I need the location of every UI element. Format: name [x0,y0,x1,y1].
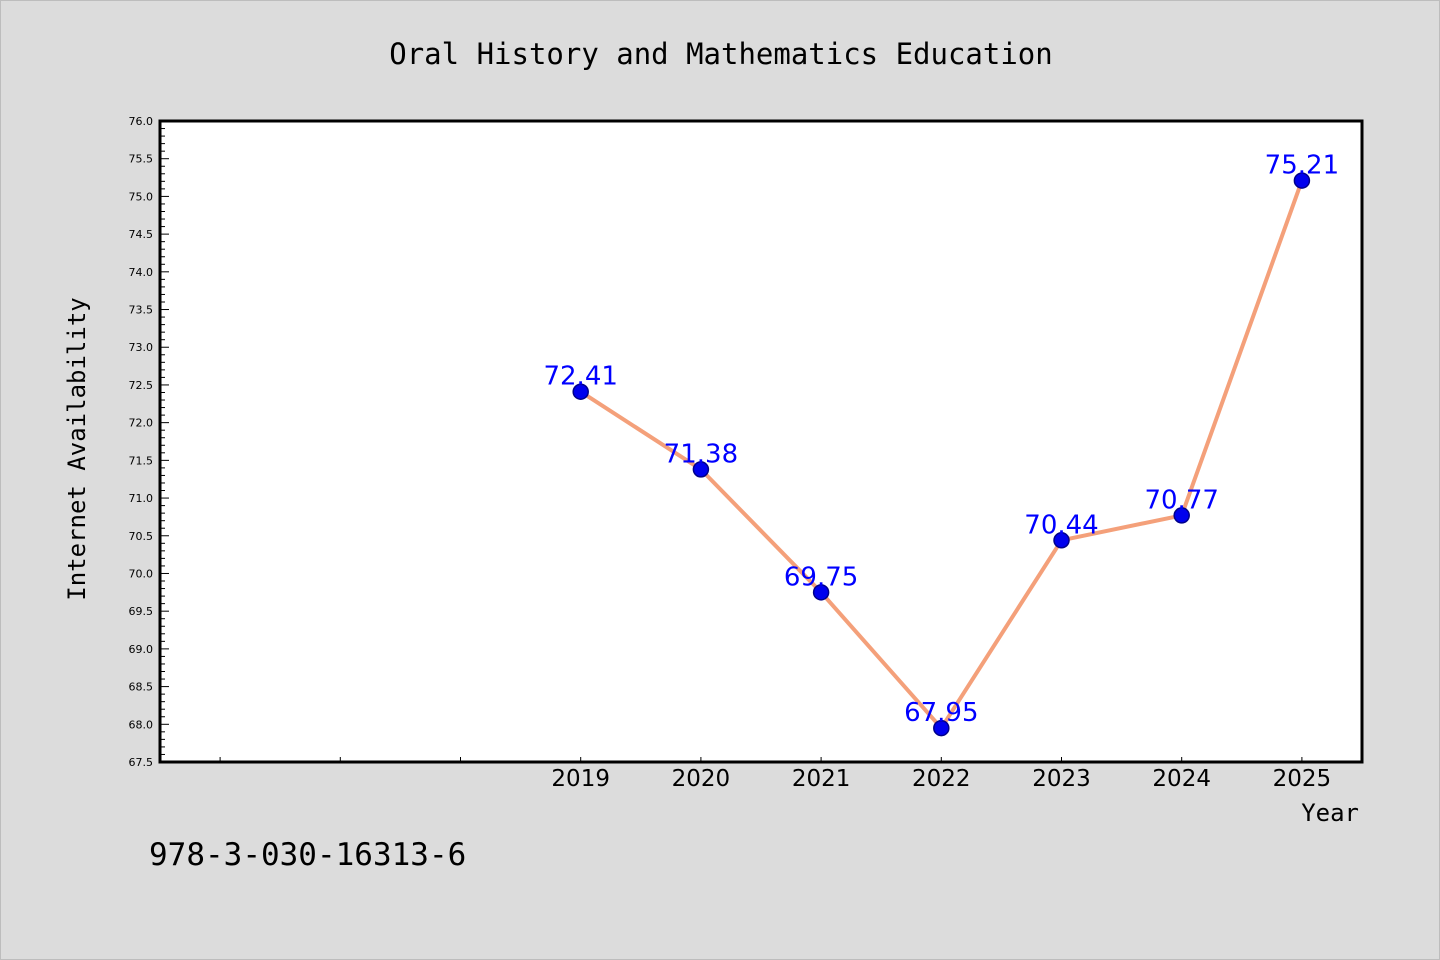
y-tick-label: 69.5 [129,605,154,618]
data-label: 72.41 [543,362,617,392]
y-axis: 67.5 68.0 68.5 69.0 69.5 70.0 70.5 71.0 71.5 72.0… [129,115,169,769]
data-label: 75.21 [1265,151,1339,181]
y-tick-label: 70.5 [129,530,154,543]
x-tick-label: 2022 [912,766,971,792]
x-axis: 2019 2020 2021 2022 2023 2024 2025 [219,757,1332,792]
data-point [1173,507,1190,524]
y-tick-label: 68.0 [129,718,154,731]
chart-title: Oral History and Mathematics Education [389,37,1052,71]
x-tick-label: 2021 [792,766,851,792]
y-tick-label: 75.0 [129,190,154,203]
x-tick-label: 2019 [551,766,610,792]
y-tick-label: 76.0 [129,115,154,128]
data-point [933,719,950,737]
x-axis-label: Year [1301,799,1359,827]
y-tick-label: 74.0 [129,266,154,279]
data-point [1053,532,1070,549]
data-label: 69.75 [784,562,858,592]
y-tick-label: 70.0 [129,567,154,580]
y-tick-label: 71.0 [129,492,154,505]
data-label: 70.44 [1024,510,1098,540]
y-tick-label: 71.5 [129,454,154,467]
plot-area [158,119,1364,764]
data-point [572,383,589,400]
x-tick-label: 2024 [1152,766,1211,792]
y-tick-label: 68.5 [129,681,154,694]
y-tick-label: 72.5 [129,379,154,392]
data-label: 71.38 [664,439,738,469]
data-point [692,461,710,478]
series-layer: 72.41 71.38 69.75 67.95 70.44 70.77 75.21 [543,151,1339,737]
y-axis-label: Internet Availability [63,297,91,600]
isbn-annotation: 978-3-030-16313-6 [149,837,466,873]
y-tick-label: 73.0 [129,341,154,354]
data-point [812,584,830,601]
x-tick-label: 2025 [1273,766,1332,792]
y-tick-label: 67.5 [129,756,154,769]
y-tick-label: 69.0 [129,643,154,656]
y-tick-label: 73.5 [129,304,154,317]
x-tick-label: 2020 [672,766,731,792]
y-tick-label: 74.5 [129,228,154,241]
data-label: 70.77 [1144,485,1218,515]
x-tick-label: 2023 [1032,766,1091,792]
y-tick-label: 72.0 [129,417,154,430]
data-point [1293,172,1311,189]
data-label: 67.95 [904,698,978,728]
y-tick-label: 75.5 [129,153,154,166]
